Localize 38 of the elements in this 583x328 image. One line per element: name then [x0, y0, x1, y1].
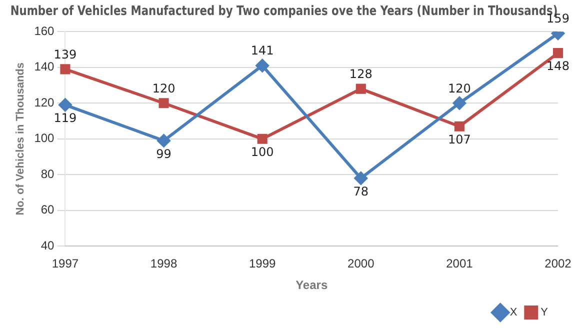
x-tick-label: 1997 — [52, 256, 79, 271]
data-label: 78 — [353, 184, 369, 198]
x-tick-label: 1998 — [150, 256, 178, 271]
point — [158, 98, 169, 108]
data-label: 100 — [250, 145, 274, 160]
x-tick-label: 2001 — [446, 256, 474, 271]
x-tick-label: 2000 — [348, 256, 375, 271]
x-tick-label: 2002 — [544, 256, 572, 271]
point — [157, 134, 170, 148]
point — [454, 121, 464, 132]
x-tick-label: 1999 — [248, 256, 276, 271]
y-tick-label: 80 — [40, 166, 55, 181]
point — [256, 59, 269, 72]
data-label: 99 — [156, 146, 172, 161]
data-label: 139 — [54, 47, 77, 62]
y-tick-label: 140 — [34, 60, 55, 74]
data-label: 120 — [448, 81, 471, 96]
y-tick-label: 160 — [34, 24, 55, 38]
y-tick-label: 60 — [40, 202, 55, 217]
data-label: 148 — [546, 59, 570, 74]
x-axis-title: Years — [296, 278, 328, 292]
y-tick-label: 120 — [34, 95, 55, 110]
y-tick-label: 40 — [40, 238, 55, 253]
point — [452, 96, 466, 110]
legend-label: Y — [540, 306, 549, 319]
point — [257, 134, 268, 144]
point — [552, 48, 564, 58]
point — [356, 84, 366, 94]
data-label: 128 — [349, 66, 372, 81]
data-label: 119 — [54, 111, 77, 126]
legend-label: X — [510, 306, 518, 319]
point — [354, 172, 368, 185]
y-tick-label: 100 — [34, 131, 55, 146]
y-axis-title: No. of Vehicles in Thousands — [14, 62, 27, 216]
data-label: 120 — [152, 81, 176, 96]
data-label: 141 — [250, 44, 274, 58]
point — [60, 64, 70, 74]
data-label: 107 — [448, 132, 471, 147]
